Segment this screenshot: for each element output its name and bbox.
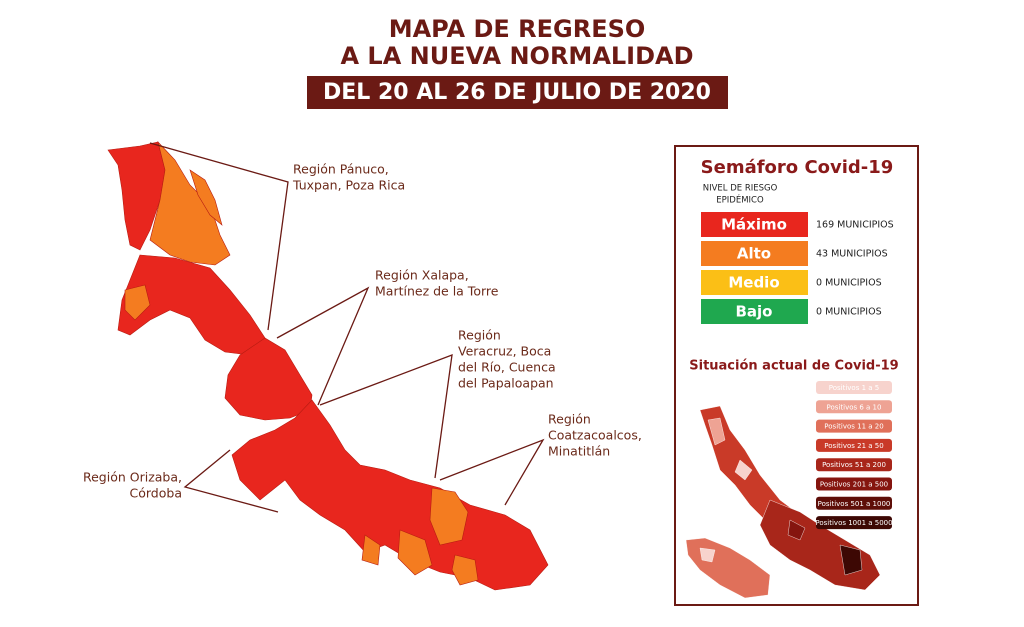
region-label: Región	[548, 412, 591, 427]
veracruz-map	[107, 140, 549, 591]
level-count: 0 MUNICIPIOS	[816, 278, 882, 289]
region-label: del Papaloapan	[458, 376, 554, 391]
situacion-legend-label: Positivos 1001 a 5000	[815, 519, 892, 527]
level-name: Medio	[728, 274, 779, 292]
situacion-legend-label: Positivos 201 a 500	[820, 481, 888, 489]
semaforo-title: Semáforo Covid-19	[701, 157, 894, 178]
region-label: Tuxpan, Poza Rica	[292, 178, 405, 193]
level-name: Alto	[737, 245, 771, 263]
situacion-title: Situación actual de Covid-19	[689, 359, 898, 374]
situacion-legend-label: Positivos 21 a 50	[824, 442, 883, 450]
level-box	[701, 299, 808, 324]
region-label: Coatzacoalcos,	[548, 428, 642, 443]
date-bar	[307, 76, 728, 109]
level-count: 0 MUNICIPIOS	[816, 307, 882, 318]
region-label: Martínez de la Torre	[375, 284, 499, 299]
situacion-legend-box	[816, 458, 892, 472]
situacion-legend-label: Positivos 1 a 5	[829, 384, 879, 392]
title-line: A LA NUEVA NORMALIDAD	[340, 42, 693, 70]
level-name: Máximo	[721, 216, 787, 234]
situacion-legend-label: Positivos 51 a 200	[822, 461, 886, 469]
region-label: Córdoba	[130, 486, 182, 501]
leader-lines	[149, 142, 545, 513]
situacion-legend-box	[816, 477, 892, 491]
covid-situation-map	[685, 405, 881, 599]
semaforo-subtitle: NIVEL DE RIESGO	[703, 184, 778, 194]
situacion-legend-box	[816, 400, 892, 414]
region-label: Región Xalapa,	[375, 268, 469, 283]
level-box	[701, 212, 808, 237]
region-label: Veracruz, Boca	[458, 344, 551, 359]
situacion-legend-box	[816, 438, 892, 452]
situacion-legend-box	[816, 381, 892, 394]
situacion-legend-label: Positivos 6 a 10	[827, 403, 882, 411]
date-label: DEL 20 AL 26 DE JULIO DE 2020	[323, 80, 711, 105]
situacion-legend-box	[816, 516, 892, 530]
level-count: 169 MUNICIPIOS	[816, 220, 894, 231]
situacion-legend-label: Positivos 11 a 20	[824, 423, 883, 431]
level-box	[701, 241, 808, 266]
region-label: Región Pánuco,	[293, 162, 389, 177]
semaforo-subtitle: EPIDÉMICO	[716, 194, 764, 206]
situacion-legend-box	[816, 496, 892, 510]
level-count: 43 MUNICIPIOS	[816, 249, 888, 260]
title-line: MAPA DE REGRESO	[389, 15, 646, 43]
region-label: del Río, Cuenca	[458, 360, 556, 375]
region-label: Región	[458, 328, 501, 343]
level-name: Bajo	[735, 303, 772, 321]
level-box	[701, 270, 808, 295]
region-label: Minatitlán	[548, 444, 610, 459]
region-label: Región Orizaba,	[83, 470, 182, 485]
situacion-legend-box	[816, 419, 892, 433]
situacion-legend-label: Positivos 501 a 1000	[818, 500, 891, 508]
